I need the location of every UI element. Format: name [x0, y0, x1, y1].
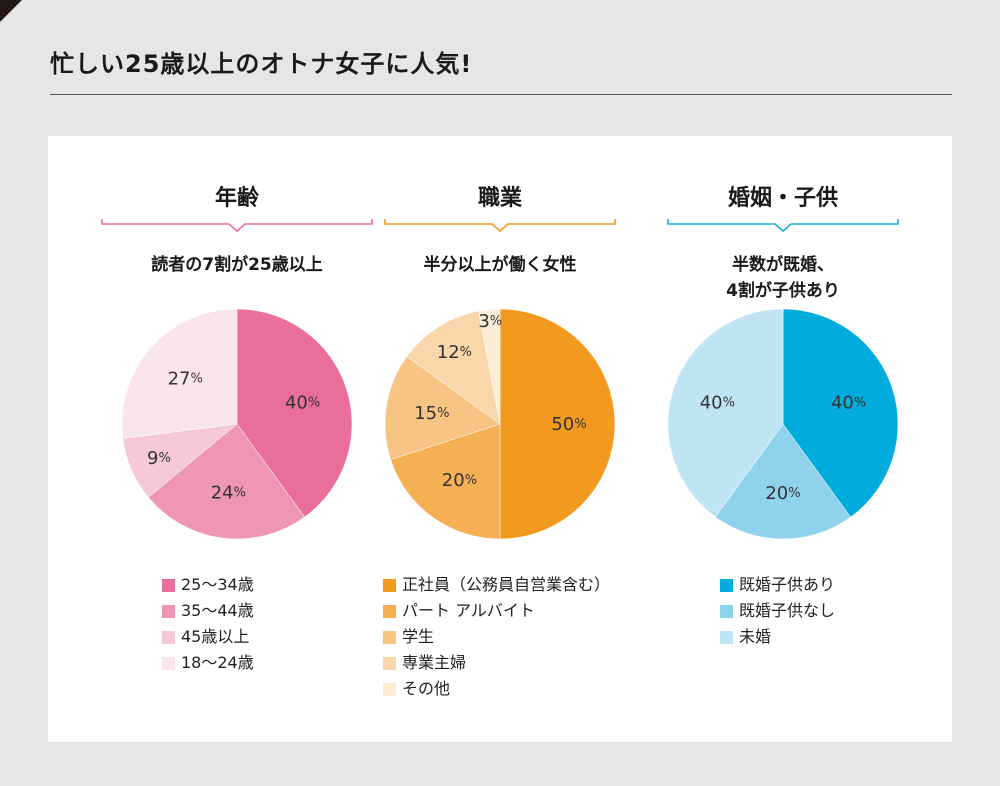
occupation-pie-chart: 50% 20% 15% 12% 3%	[384, 308, 616, 540]
marriage-legend-label-3: 未婚	[739, 627, 772, 646]
marriage-slice-3	[667, 308, 784, 518]
occupation-legend-item-2: パート アルバイト	[383, 598, 610, 624]
age-legend-label-4: 18〜24歳	[181, 653, 254, 672]
occupation-legend-swatch-4	[383, 656, 396, 670]
occupation-legend-swatch-3	[383, 630, 396, 644]
occupation-title: 職業	[477, 186, 522, 211]
corner-marker	[0, 0, 22, 22]
age-data-label-1: 40%	[285, 392, 320, 413]
age-subtitle: 読者の7割が25歳以上	[92, 252, 382, 278]
marriage-title: 婚姻・子供	[727, 186, 838, 211]
occupation-underline-path	[384, 219, 616, 233]
occupation-slice-1	[499, 308, 616, 540]
occupation-data-label-2: 20%	[442, 469, 477, 490]
charts-panel: 年齢 読者の7割が25歳以上 40% 24% 9% 27% 25〜34歳 35〜44歳 4…	[48, 136, 952, 742]
marriage-title-underline	[667, 219, 899, 233]
page-title: 忙しい25歳以上のオトナ女子に人気!	[50, 50, 473, 78]
marriage-legend-swatch-1	[720, 578, 733, 592]
age-legend-swatch-1	[162, 578, 175, 592]
occupation-section: 職業 半分以上が働く女性 50% 20% 15% 12% 3% 正社員（公務員自営業含む…	[355, 136, 645, 742]
age-slice-1	[236, 308, 353, 518]
occupation-legend-item-5: その他	[383, 676, 610, 702]
marriage-legend-swatch-3	[720, 630, 733, 644]
occupation-title-underline	[384, 219, 616, 233]
age-data-label-3: 9%	[147, 447, 171, 468]
age-legend-item-3: 45歳以上	[162, 624, 254, 650]
age-legend-item-4: 18〜24歳	[162, 650, 254, 676]
age-legend-item-2: 35〜44歳	[162, 598, 254, 624]
marriage-legend-label-1: 既婚子供あり	[739, 575, 836, 594]
age-section: 年齢 読者の7割が25歳以上 40% 24% 9% 27% 25〜34歳 35〜44歳 4…	[92, 136, 382, 742]
occupation-data-label-5: 3%	[478, 310, 502, 331]
occupation-legend-label-2: パート アルバイト	[402, 601, 535, 620]
age-slice-4	[121, 308, 238, 439]
marriage-section: 婚姻・子供 半数が既婚、 4割が子供あり 40% 20% 40% 既婚子供あり 既婚子…	[638, 136, 928, 742]
occupation-data-label-4: 12%	[437, 342, 472, 363]
title-divider	[50, 94, 952, 95]
occupation-data-label-1: 50%	[551, 414, 586, 435]
age-legend-label-3: 45歳以上	[181, 627, 250, 646]
age-slice-2	[148, 423, 305, 540]
age-legend-swatch-4	[162, 656, 175, 670]
age-data-label-4: 27%	[168, 368, 203, 389]
occupation-legend: 正社員（公務員自営業含む） パート アルバイト 学生専業主婦その他	[383, 572, 610, 702]
age-pie-chart: 40% 24% 9% 27%	[121, 308, 353, 540]
age-legend-swatch-2	[162, 604, 175, 618]
marriage-legend-item-1: 既婚子供あり	[720, 572, 835, 598]
age-legend-label-1: 25〜34歳	[181, 575, 254, 594]
occupation-slice-3	[384, 356, 501, 460]
occupation-legend-swatch-5	[383, 682, 396, 696]
age-title: 年齢	[214, 186, 259, 211]
occupation-legend-item-4: 専業主婦	[383, 650, 610, 676]
marriage-subtitle: 半数が既婚、 4割が子供あり	[638, 252, 928, 304]
marriage-legend-label-2: 既婚子供なし	[739, 601, 836, 620]
age-subtitle-line-1: 読者の7割が25歳以上	[151, 255, 323, 275]
occupation-slice-5	[478, 308, 501, 425]
occupation-legend-item-3: 学生	[383, 624, 610, 650]
age-underline-path	[101, 219, 373, 233]
occupation-slice-4	[406, 310, 501, 425]
occupation-legend-label-1: 正社員（公務員自営業含む）	[402, 575, 611, 594]
occupation-legend-item-1: 正社員（公務員自営業含む）	[383, 572, 610, 598]
occupation-data-label-3: 15%	[414, 403, 449, 424]
marriage-data-label-1: 40%	[831, 392, 866, 413]
occupation-subtitle: 半分以上が働く女性	[355, 252, 645, 278]
marriage-subtitle-line-1: 半数が既婚、	[732, 255, 834, 275]
marriage-legend-swatch-2	[720, 604, 733, 618]
marriage-legend: 既婚子供あり 既婚子供なし 未婚	[720, 572, 835, 650]
age-legend-swatch-3	[162, 630, 175, 644]
marriage-legend-item-2: 既婚子供なし	[720, 598, 835, 624]
occupation-legend-label-3: 学生	[402, 627, 435, 646]
occupation-slice-2	[390, 423, 501, 540]
occupation-legend-label-4: 専業主婦	[402, 653, 467, 672]
age-title-underline	[101, 219, 373, 233]
occupation-legend-swatch-1	[383, 578, 396, 592]
occupation-subtitle-line-1: 半分以上が働く女性	[423, 255, 577, 275]
occupation-legend-swatch-2	[383, 604, 396, 618]
marriage-underline-path	[667, 219, 899, 233]
occupation-legend-label-5: その他	[402, 679, 451, 698]
marriage-legend-item-3: 未婚	[720, 624, 835, 650]
marriage-slice-2	[715, 423, 851, 540]
marriage-subtitle-line-2: 4割が子供あり	[726, 281, 840, 301]
age-legend: 25〜34歳 35〜44歳 45歳以上 18〜24歳	[162, 572, 254, 676]
marriage-slice-1	[782, 308, 899, 518]
age-legend-label-2: 35〜44歳	[181, 601, 254, 620]
age-legend-item-1: 25〜34歳	[162, 572, 254, 598]
age-data-label-2: 24%	[211, 482, 246, 503]
marriage-data-label-2: 20%	[765, 483, 800, 504]
marriage-data-label-3: 40%	[700, 392, 735, 413]
marriage-pie-chart: 40% 20% 40%	[667, 308, 899, 540]
